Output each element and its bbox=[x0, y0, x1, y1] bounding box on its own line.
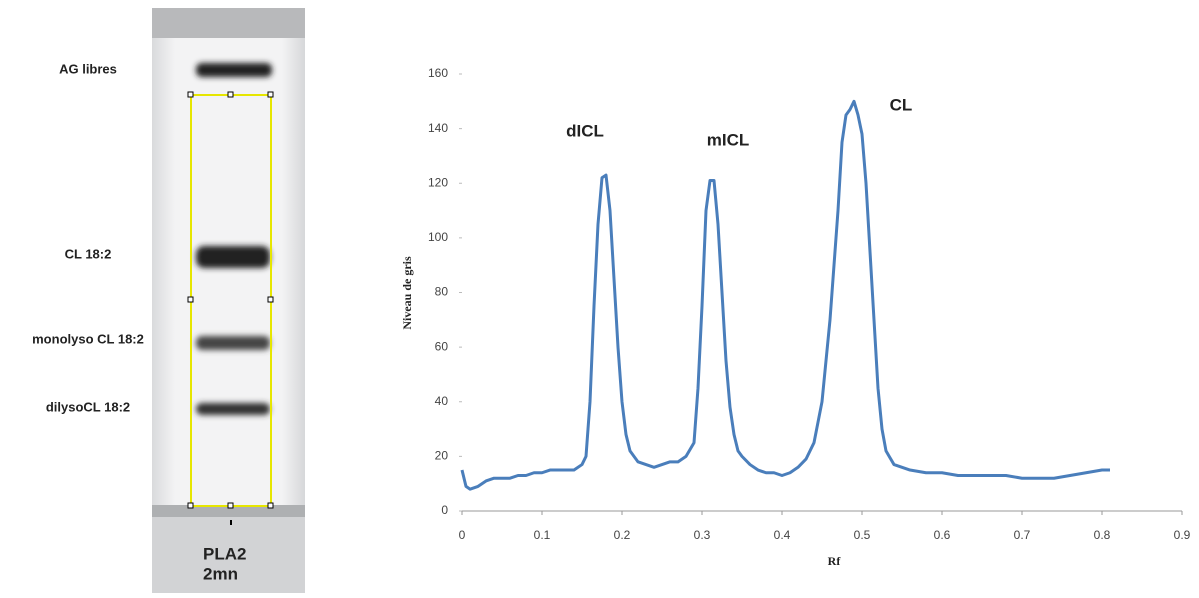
tlc-plate bbox=[152, 8, 305, 593]
band-label: dilysoCL 18:2 bbox=[46, 399, 130, 414]
peak-label: CL bbox=[890, 95, 913, 114]
y-axis-label: Niveau de gris bbox=[400, 256, 414, 330]
lane-label: 2mn bbox=[203, 564, 238, 583]
x-tick-label: 0 bbox=[459, 528, 466, 542]
y-tick-label: 100 bbox=[428, 230, 448, 244]
x-tick-label: 0.7 bbox=[1014, 528, 1031, 542]
band-label: monolyso CL 18:2 bbox=[32, 331, 144, 346]
band-label: CL 18:2 bbox=[65, 246, 112, 261]
x-tick-label: 0.1 bbox=[534, 528, 551, 542]
x-tick-label: 0.9 bbox=[1174, 528, 1191, 542]
y-tick-label: 20 bbox=[435, 449, 449, 463]
y-tick-label: 160 bbox=[428, 66, 448, 80]
band-label: AG libres bbox=[59, 61, 117, 76]
y-tick-label: 0 bbox=[441, 503, 448, 517]
y-tick-label: 140 bbox=[428, 121, 448, 135]
x-tick-label: 0.2 bbox=[614, 528, 631, 542]
peak-label: dICL bbox=[566, 121, 604, 140]
x-tick-label: 0.6 bbox=[934, 528, 951, 542]
x-tick-label: 0.5 bbox=[854, 528, 871, 542]
x-tick-label: 0.4 bbox=[774, 528, 791, 542]
peak-label: mICL bbox=[707, 130, 750, 149]
x-tick-label: 0.8 bbox=[1094, 528, 1111, 542]
data-line bbox=[460, 99, 1110, 491]
y-tick-label: 40 bbox=[435, 394, 449, 408]
y-tick-label: 60 bbox=[435, 339, 449, 353]
y-tick-label: 120 bbox=[428, 175, 448, 189]
lane-label: PLA2 bbox=[203, 544, 246, 563]
plate-labels: AG libres CL 18:2 monolyso CL 18:2 dilysoCL… bbox=[32, 61, 246, 583]
chart: Rf Niveau de gris 0 20 40 60 80 100 120 140 160 0… bbox=[400, 66, 1191, 568]
x-axis-label: Rf bbox=[828, 554, 842, 568]
y-tick-label: 80 bbox=[435, 285, 449, 299]
x-tick-label: 0.3 bbox=[694, 528, 711, 542]
